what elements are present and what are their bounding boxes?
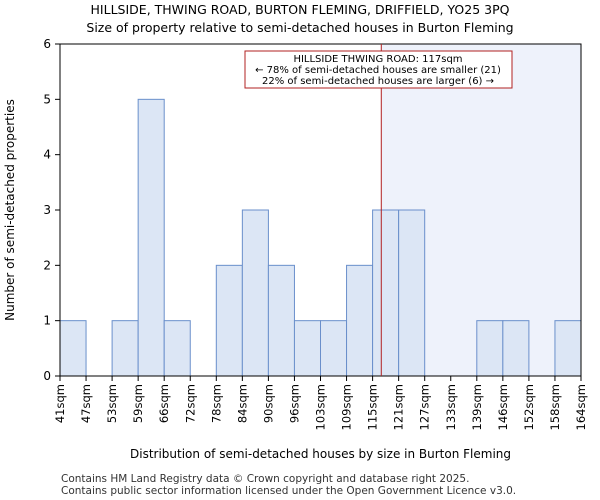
bar-158sqm	[554, 320, 582, 377]
y-axis-label: Number of semi-detached properties	[3, 99, 17, 321]
x-tick-label: 121sqm	[392, 384, 406, 430]
x-tick-label: 146sqm	[496, 384, 510, 430]
x-tick-label: 53sqm	[105, 384, 119, 423]
x-tick-label: 139sqm	[470, 384, 484, 430]
bar-103sqm	[320, 320, 348, 377]
y-tick-label: 4	[43, 148, 51, 162]
histogram-chart: 0 1 2 3 4 5 6 41sqm 47sqm 53sqm 59sqm 66sqm 72sqm 78…	[3, 37, 588, 461]
y-tick-label: 0	[43, 369, 51, 383]
bar-66sqm	[163, 320, 191, 377]
plot-frame	[59, 43, 582, 377]
bar-90sqm	[267, 264, 295, 377]
bar-139sqm	[476, 320, 504, 377]
bar-109sqm	[346, 264, 374, 377]
bar-96sqm	[293, 320, 322, 377]
x-tick-label: 96sqm	[287, 384, 301, 423]
annotation-line-1: HILLSIDE THWING ROAD: 117sqm	[293, 54, 462, 65]
x-tick-label: 90sqm	[261, 384, 275, 423]
x-tick-label: 109sqm	[340, 384, 354, 430]
x-tick-label: 59sqm	[131, 384, 145, 423]
x-tick-label: 133sqm	[444, 384, 458, 430]
footer-copyright: Contains HM Land Registry data © Crown c…	[61, 473, 470, 485]
bar-41sqm	[59, 320, 87, 377]
y-tick-label: 3	[43, 203, 51, 217]
x-tick-label: 115sqm	[366, 384, 380, 430]
bar-146sqm	[502, 320, 530, 377]
y-tick-label: 6	[43, 37, 51, 51]
bar-53sqm	[111, 320, 139, 377]
chart-subtitle: Size of property relative to semi-detach…	[86, 20, 514, 35]
x-tick-label: 72sqm	[183, 384, 197, 423]
footer-licence: Contains public sector information licen…	[61, 485, 517, 497]
x-tick-label: 127sqm	[418, 384, 432, 430]
x-axis-label: Distribution of semi-detached houses by …	[130, 447, 511, 461]
y-tick-label: 1	[43, 314, 51, 328]
x-tick-label: 47sqm	[79, 384, 93, 423]
x-tick-label: 164sqm	[574, 384, 588, 430]
x-tick-label: 84sqm	[235, 384, 249, 423]
bar-121sqm	[398, 209, 426, 377]
x-tick-label: 103sqm	[314, 384, 328, 430]
bar-78sqm	[215, 264, 243, 377]
annotation-line-2: ← 78% of semi-detached houses are smalle…	[255, 65, 501, 76]
y-tick-label: 5	[43, 92, 51, 106]
y-tick-label: 2	[43, 258, 51, 272]
x-tick-label: 158sqm	[548, 384, 562, 430]
x-tick-label: 78sqm	[209, 384, 223, 423]
chart-title: HILLSIDE, THWING ROAD, BURTON FLEMING, D…	[90, 2, 510, 17]
x-tick-label: 66sqm	[157, 384, 171, 423]
bar-115sqm	[372, 209, 400, 377]
annotation-box	[244, 50, 513, 89]
bar-84sqm	[241, 209, 269, 377]
annotation-line-3: 22% of semi-detached houses are larger (…	[262, 76, 494, 87]
bar-59sqm	[137, 98, 165, 377]
x-tick-label: 152sqm	[522, 384, 536, 430]
x-tick-label: 41sqm	[53, 384, 67, 423]
